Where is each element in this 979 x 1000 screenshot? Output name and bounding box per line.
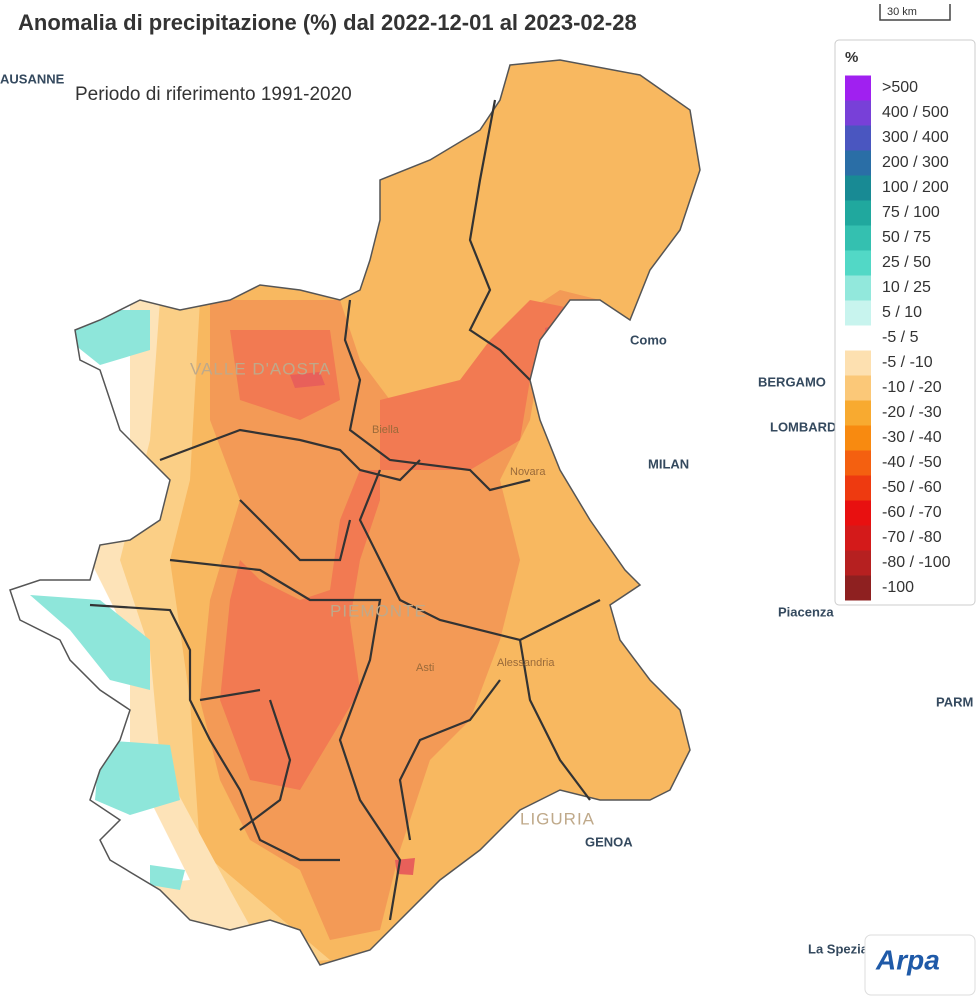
place-label: LOMBARDY xyxy=(770,419,845,434)
legend-swatch xyxy=(845,425,871,451)
legend-swatch xyxy=(845,225,871,251)
legend-label: 10 / 25 xyxy=(882,279,931,296)
legend-label: 50 / 75 xyxy=(882,229,931,246)
border xyxy=(468,99,531,381)
legend-swatch xyxy=(845,300,871,326)
legend-label: 25 / 50 xyxy=(882,254,931,271)
legend-swatch xyxy=(845,250,871,276)
legend-label: -40 / -50 xyxy=(882,454,942,471)
legend-label: -5 / -10 xyxy=(882,354,933,371)
legend-swatch xyxy=(845,500,871,526)
logo-box xyxy=(864,934,976,996)
province-label: Alessandria xyxy=(497,657,555,669)
place-label: MILAN xyxy=(648,456,689,471)
legend-label: 100 / 200 xyxy=(882,179,949,196)
province-label: Biella xyxy=(372,424,400,436)
legend-label: -5 / 5 xyxy=(882,329,919,346)
legend-label: >500 xyxy=(882,79,918,96)
legend-label: 200 / 300 xyxy=(882,154,949,171)
legend-swatch xyxy=(845,275,871,301)
legend-swatch xyxy=(845,525,871,551)
legend-label: -30 / -40 xyxy=(882,429,942,446)
legend-label: 5 / 10 xyxy=(882,304,922,321)
border xyxy=(159,428,421,482)
legend-swatch xyxy=(845,450,871,476)
legend-label: -80 / -100 xyxy=(882,554,951,571)
border xyxy=(169,558,402,921)
scale-line xyxy=(879,4,951,21)
scale-bar: 30 km xyxy=(879,4,951,21)
logo: Arpa xyxy=(864,934,976,996)
legend-swatch xyxy=(845,350,871,376)
border xyxy=(343,299,531,492)
legend-swatch xyxy=(845,400,871,426)
province-label: Asti xyxy=(416,662,434,674)
field-very-dry xyxy=(220,300,580,790)
legend-swatch xyxy=(845,175,871,201)
region-label: VALLE D'AOSTA xyxy=(190,359,331,378)
legend-swatch xyxy=(845,325,871,351)
field-driest xyxy=(290,325,556,875)
region-label: PIEMONTE xyxy=(330,601,427,620)
logo-text: Arpa xyxy=(875,944,940,975)
scale-label: 30 km xyxy=(887,6,917,18)
place-label: La Spezia xyxy=(808,941,869,956)
border xyxy=(358,469,601,642)
subtitle: Periodo di riferimento 1991-2020 xyxy=(75,84,352,105)
legend-swatch xyxy=(845,375,871,401)
place-label: GENOA xyxy=(585,834,633,849)
place-label: BERGAMO xyxy=(758,374,826,389)
border xyxy=(398,639,591,841)
border xyxy=(199,688,292,831)
border xyxy=(239,499,352,562)
legend-label: -10 / -20 xyxy=(882,379,942,396)
title: Anomalia di precipitazione (%) dal 2022-… xyxy=(18,10,637,35)
legend-label: 75 / 100 xyxy=(882,204,940,221)
place-label: PARM xyxy=(936,694,973,709)
province-label: Novara xyxy=(510,466,546,478)
legend-title: % xyxy=(845,49,858,66)
region-label: LIGURIA xyxy=(520,809,595,828)
legend-swatch xyxy=(845,575,871,601)
place-label: Piacenza xyxy=(778,604,834,619)
legend-swatch xyxy=(845,475,871,501)
legend-label: -50 / -60 xyxy=(882,479,942,496)
legend-swatch xyxy=(845,150,871,176)
border xyxy=(89,603,340,862)
legend-swatch xyxy=(845,200,871,226)
legend-label: 400 / 500 xyxy=(882,104,949,121)
legend-label: -60 / -70 xyxy=(882,504,942,521)
legend-swatch xyxy=(845,125,871,151)
legend-label: -70 / -80 xyxy=(882,529,942,546)
legend-label: -20 / -30 xyxy=(882,404,942,421)
place-label: Como xyxy=(630,332,667,347)
legend-swatch xyxy=(845,550,871,576)
legend-swatch xyxy=(845,75,871,101)
place-label: AUSANNE xyxy=(0,71,65,86)
field-wet xyxy=(30,310,185,890)
legend-label: 300 / 400 xyxy=(882,129,949,146)
legend-swatch xyxy=(845,100,871,126)
legend-label: -100 xyxy=(882,579,914,596)
legend: % >500 400 / 500 300 / 400 200 / 300 100 / 2… xyxy=(834,39,976,606)
province-borders xyxy=(89,99,601,921)
